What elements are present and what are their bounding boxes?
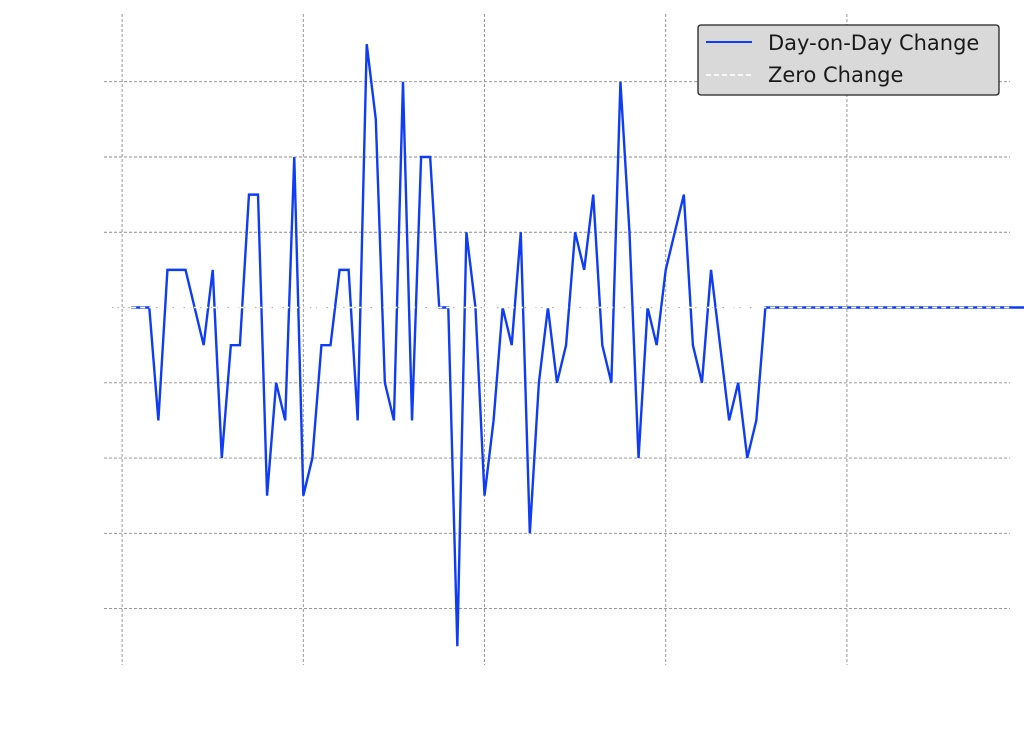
legend-label-day-on-day-change: Day-on-Day Change <box>768 31 979 55</box>
series-line-day-on-day-change <box>131 43 1024 647</box>
legend-label-zero-change: Zero Change <box>768 63 903 87</box>
series-lines <box>131 43 1024 647</box>
legend: Day-on-Day Change Zero Change <box>697 24 1000 96</box>
legend-box <box>697 24 1000 96</box>
